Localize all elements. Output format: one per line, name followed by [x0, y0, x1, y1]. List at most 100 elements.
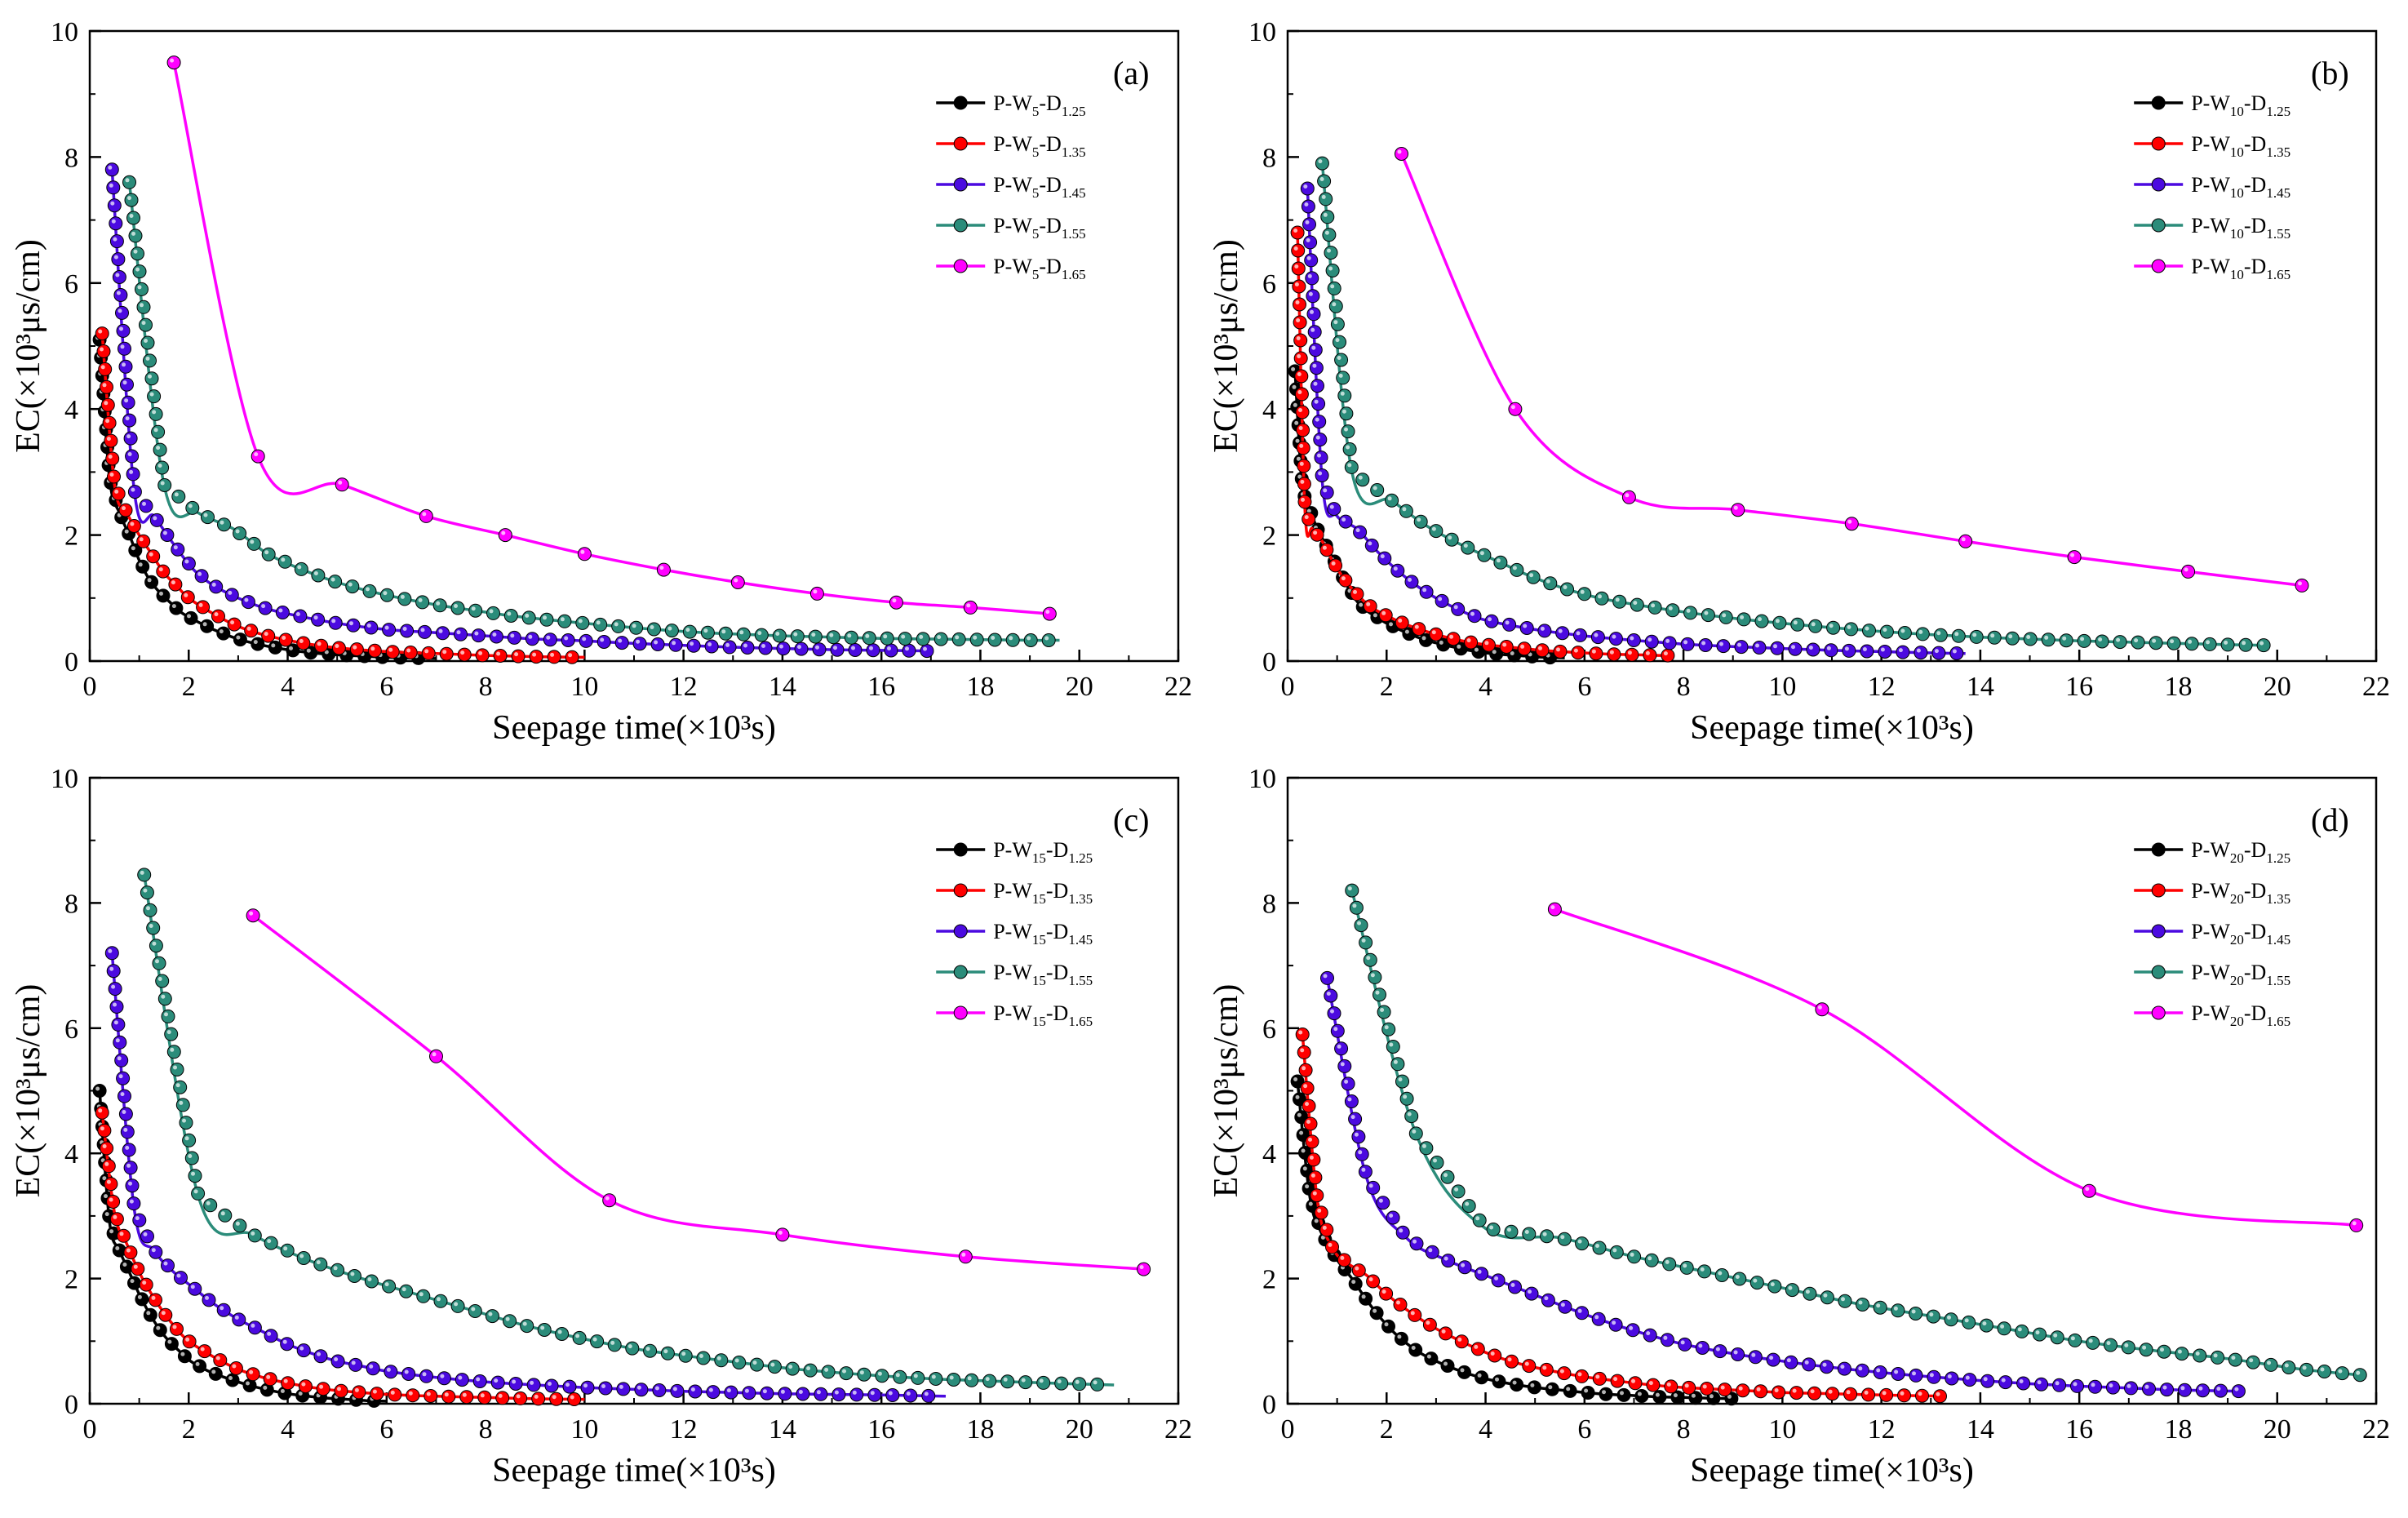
data-point-highlight	[131, 487, 135, 492]
data-point	[328, 575, 343, 589]
series-line	[1296, 1081, 1733, 1400]
data-point-highlight	[1865, 626, 1869, 631]
data-point	[366, 1361, 380, 1376]
data-point-highlight	[1449, 634, 1454, 639]
data-point-highlight	[106, 437, 111, 442]
y-tick-label: 2	[64, 522, 78, 552]
data-point	[714, 1353, 729, 1368]
data-point	[419, 1369, 433, 1383]
y-tick-label: 0	[64, 647, 78, 677]
data-point	[1682, 1380, 1696, 1395]
data-point	[111, 1017, 126, 1032]
data-point-highlight	[330, 577, 335, 582]
data-point-highlight	[234, 1315, 239, 1320]
data-point-highlight	[672, 1387, 677, 1392]
data-point	[508, 1377, 523, 1391]
data-point	[261, 628, 276, 643]
data-point	[963, 600, 978, 615]
data-point	[704, 639, 719, 654]
data-point-highlight	[1308, 1137, 1312, 1142]
data-point-highlight	[1612, 1248, 1617, 1253]
legend-label: P-W20-D1.35	[2191, 879, 2290, 907]
data-point-highlight	[707, 642, 712, 646]
data-point-highlight	[2162, 1385, 2167, 1390]
data-point	[1539, 1362, 1554, 1377]
legend-label: P-W5-D1.65	[993, 255, 1085, 282]
data-point-highlight	[1329, 504, 1334, 509]
data-point-highlight	[333, 1266, 338, 1271]
plot-frame	[1286, 776, 2378, 1405]
legend-subscript: 5	[1032, 226, 1040, 242]
data-point-highlight	[113, 1020, 118, 1025]
data-point	[109, 216, 123, 231]
legend-marker	[953, 177, 968, 192]
data-point-highlight	[203, 513, 208, 517]
data-point-highlight	[122, 506, 126, 511]
data-point-highlight	[148, 374, 152, 379]
data-point	[1366, 1180, 1381, 1195]
data-point-highlight	[115, 1246, 120, 1250]
data-point	[1319, 543, 1334, 557]
data-point-highlight	[842, 1369, 846, 1374]
data-point-highlight	[1355, 528, 1360, 533]
legend-item: P-W15-D1.55	[936, 961, 1093, 988]
data-point	[602, 1193, 617, 1208]
data-point	[218, 1208, 233, 1223]
data-point-highlight	[152, 410, 157, 415]
data-point	[1625, 647, 1639, 662]
data-point	[1306, 289, 1320, 304]
data-point-highlight	[1665, 1259, 1670, 1264]
data-point	[121, 395, 135, 410]
data-point	[224, 588, 239, 602]
data-point	[1752, 641, 1767, 655]
data-point-highlight	[232, 1364, 237, 1369]
data-point-highlight	[1918, 629, 1923, 634]
data-point-highlight	[386, 1367, 391, 1372]
data-point-highlight	[1402, 507, 1407, 512]
legend-marker	[2151, 259, 2166, 273]
series-P-W5-D1.65	[166, 55, 1057, 621]
data-point-highlight	[1470, 611, 1475, 616]
data-point	[352, 1385, 366, 1400]
legend-subscript: 15	[1032, 973, 1046, 988]
data-point-highlight	[1666, 1382, 1671, 1387]
data-point-highlight	[98, 1108, 103, 1113]
data-point	[296, 1343, 311, 1358]
data-point-highlight	[1847, 519, 1852, 524]
data-point	[2238, 637, 2253, 652]
data-point-highlight	[1737, 642, 1741, 647]
legend-subscript: 10	[2230, 185, 2244, 201]
data-point	[346, 618, 361, 632]
legend-subscript: 1.35	[2266, 891, 2290, 907]
data-point-highlight	[108, 948, 113, 953]
x-tick-label: 14	[769, 1414, 796, 1445]
data-point-highlight	[2055, 1381, 2060, 1386]
data-point	[1826, 620, 1841, 635]
y-tick-label: 2	[1262, 522, 1276, 552]
data-point-highlight	[1680, 1340, 1685, 1345]
data-point-highlight	[1663, 1335, 1668, 1340]
data-point-highlight	[778, 1230, 783, 1235]
data-point	[916, 632, 930, 646]
data-point-highlight	[1584, 1388, 1589, 1393]
data-point	[1522, 1227, 1537, 1241]
data-point	[1342, 442, 1357, 456]
data-point-highlight	[2088, 1338, 2093, 1343]
data-point	[92, 1084, 107, 1098]
data-point-highlight	[480, 1393, 485, 1398]
data-point-highlight	[1075, 1379, 1080, 1384]
data-point	[1018, 1375, 1033, 1390]
data-point-highlight	[1460, 1368, 1465, 1373]
legend-text: -D	[1039, 214, 1061, 237]
data-point-highlight	[1296, 336, 1301, 340]
data-point	[929, 1372, 943, 1386]
data-point	[732, 1356, 747, 1369]
data-point	[349, 642, 364, 657]
data-point-highlight	[367, 1277, 372, 1281]
data-point	[1354, 918, 1368, 933]
data-point	[969, 632, 984, 647]
data-point	[1861, 1387, 1876, 1402]
data-point	[171, 542, 185, 557]
data-point-highlight	[1474, 647, 1479, 652]
data-point	[1457, 1365, 1471, 1379]
